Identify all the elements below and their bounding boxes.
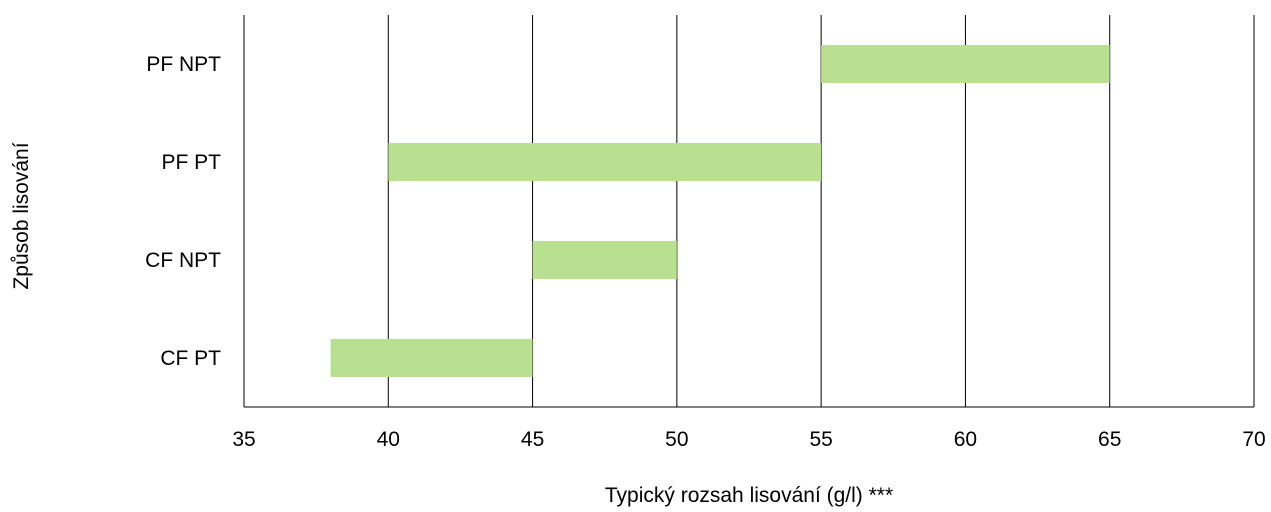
x-tick-label-60: 60	[954, 428, 977, 451]
x-tick-label-35: 35	[232, 428, 255, 451]
range-bars	[330, 45, 1110, 377]
category-label-cf-npt: CF NPT	[145, 249, 221, 272]
axes	[243, 15, 1254, 408]
category-label-pf-pt: PF PT	[161, 151, 221, 174]
x-tick-label-45: 45	[521, 428, 544, 451]
bar-cf-pt	[330, 339, 533, 377]
x-tick-label-40: 40	[377, 428, 400, 451]
x-axis-title: Typický rozsah lisování (g/l) ***	[605, 484, 893, 507]
x-tick-label-50: 50	[665, 428, 688, 451]
y-category-labels: PF NPT PF PT CF NPT CF PT	[145, 53, 221, 370]
bar-cf-npt	[532, 241, 677, 279]
category-label-pf-npt: PF NPT	[146, 53, 221, 76]
x-tick-label-70: 70	[1242, 428, 1265, 451]
x-tick-labels: 35 40 45 50 55 60 65 70	[232, 428, 1265, 451]
x-tick-label-65: 65	[1098, 428, 1121, 451]
bar-pf-pt	[388, 143, 822, 181]
bar-pf-npt	[821, 45, 1110, 83]
category-label-cf-pt: CF PT	[160, 347, 221, 370]
x-tick-label-55: 55	[809, 428, 832, 451]
y-axis-title: Způsob lisování	[10, 142, 33, 289]
